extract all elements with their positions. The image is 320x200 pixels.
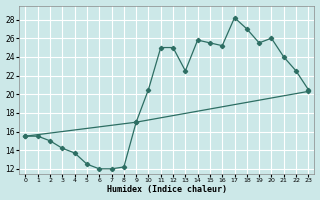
X-axis label: Humidex (Indice chaleur): Humidex (Indice chaleur) — [107, 185, 227, 194]
